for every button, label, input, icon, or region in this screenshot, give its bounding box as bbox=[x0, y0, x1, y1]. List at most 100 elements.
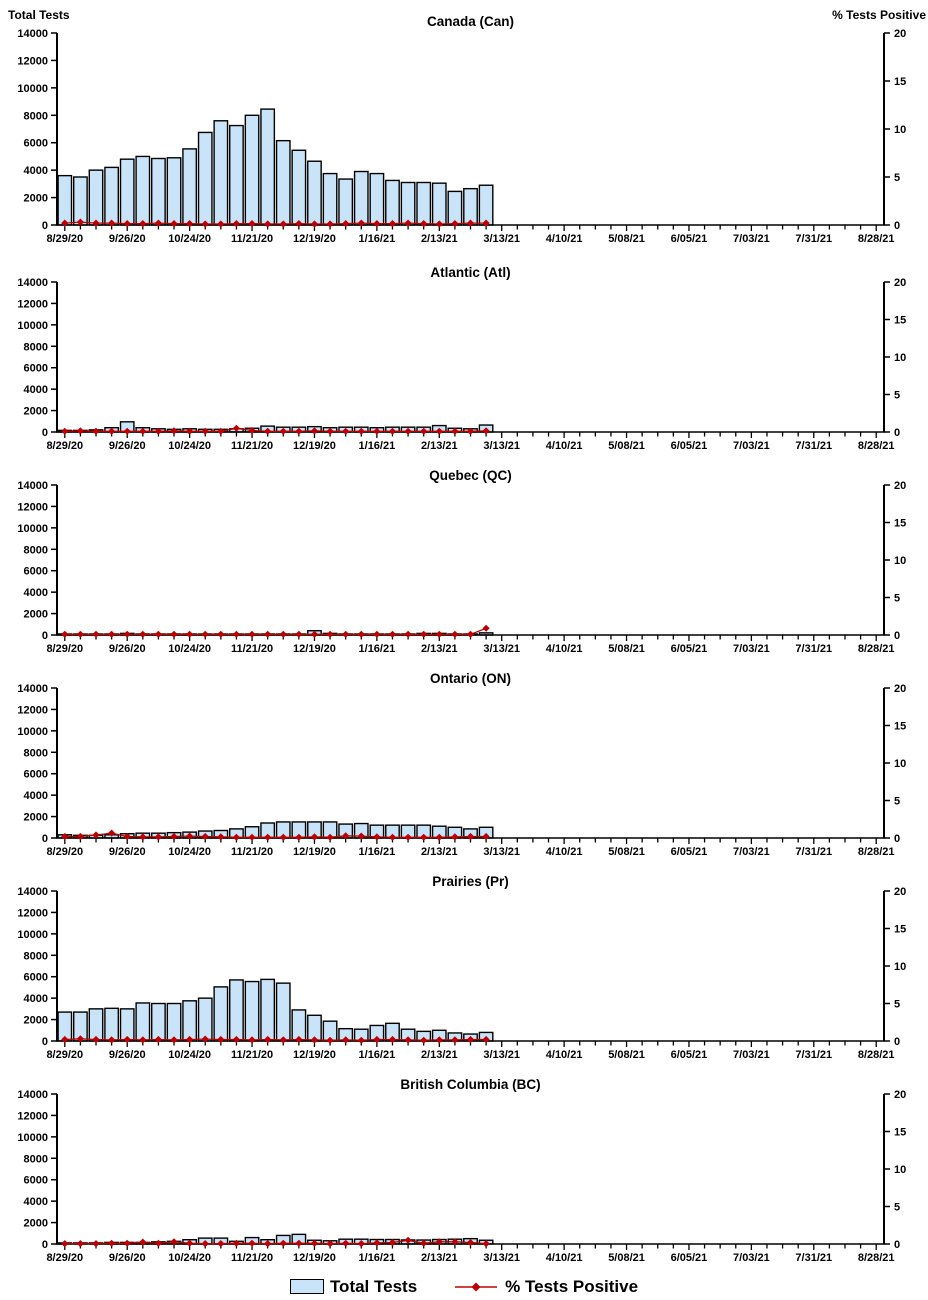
total-tests-bar bbox=[478, 184, 494, 226]
right-tick-label: 0 bbox=[894, 220, 900, 232]
left-tick-label: 2000 bbox=[24, 609, 48, 621]
legend-bar-swatch-icon bbox=[289, 1279, 324, 1294]
left-tick-label: 8000 bbox=[24, 747, 48, 759]
pct-positive-diamond bbox=[310, 630, 319, 638]
x-tick-label: 8/29/20 bbox=[46, 1049, 83, 1061]
total-tests-bar bbox=[307, 160, 322, 226]
pct-positive-diamond bbox=[295, 1239, 303, 1247]
pct-positive-diamond bbox=[76, 218, 84, 226]
total-tests-bar bbox=[260, 978, 276, 1042]
x-tick-label: 7/03/21 bbox=[733, 846, 770, 858]
pct-positive-diamond bbox=[248, 630, 256, 638]
legend-label-pct-positive: % Tests Positive bbox=[505, 1276, 639, 1296]
pct-positive-diamond bbox=[435, 1238, 443, 1246]
pct-positive-diamond bbox=[232, 630, 240, 638]
total-tests-bar bbox=[416, 181, 432, 226]
x-tick-label: 9/26/20 bbox=[109, 1049, 146, 1061]
left-tick-label: 12000 bbox=[17, 907, 48, 919]
x-tick-label: 8/28/21 bbox=[858, 440, 895, 452]
chart-svg-british-columbia: 0 2000 4000 6000 8000 10000 12000 14000 0 5 10 15 20… bbox=[17, 1089, 906, 1264]
x-tick-label: 3/13/21 bbox=[483, 1252, 520, 1264]
pct-positive-diamond bbox=[388, 833, 397, 841]
total-tests-bar bbox=[260, 108, 276, 226]
chart-svg-quebec: 0 2000 4000 6000 8000 10000 12000 14000 0 5 10 15 20… bbox=[17, 480, 906, 655]
left-tick-label: 6000 bbox=[24, 138, 48, 150]
left-tick-label: 6000 bbox=[24, 769, 48, 781]
total-tests-bar bbox=[229, 979, 244, 1042]
left-tick-label: 2000 bbox=[24, 1218, 48, 1230]
right-tick-label: 15 bbox=[894, 1127, 906, 1139]
left-tick-label: 14000 bbox=[17, 886, 48, 898]
left-tick-label: 14000 bbox=[17, 1089, 48, 1101]
pct-positive-diamond bbox=[264, 833, 272, 841]
pct-positive-line bbox=[64, 1038, 487, 1041]
pct-positive-diamond bbox=[76, 1035, 84, 1043]
pct-positive-diamond bbox=[123, 220, 131, 228]
total-tests-bar bbox=[135, 155, 151, 226]
pct-positive-diamond bbox=[342, 220, 350, 228]
left-tick-label: 2000 bbox=[24, 1015, 48, 1027]
x-tick-label: 10/24/20 bbox=[168, 643, 211, 655]
x-tick-label: 4/10/21 bbox=[546, 440, 583, 452]
left-tick-label: 14000 bbox=[17, 480, 48, 492]
right-axis-title: % Tests Positive bbox=[832, 8, 926, 22]
pct-positive-diamond bbox=[154, 219, 162, 227]
pct-positive-diamond bbox=[326, 1036, 334, 1044]
total-tests-bar bbox=[385, 179, 400, 226]
pct-positive-diamond bbox=[373, 1239, 381, 1247]
left-axis-title: Total Tests bbox=[8, 8, 70, 22]
pct-positive-diamond bbox=[420, 220, 428, 228]
pct-positive-diamond bbox=[248, 1239, 256, 1247]
pct-positive-diamond bbox=[482, 832, 490, 841]
pct-positive-diamond bbox=[326, 427, 334, 435]
pct-positive-diamond bbox=[295, 220, 303, 228]
legend-item-pct-positive: % Tests Positive bbox=[453, 1277, 638, 1297]
pct-positive-diamond bbox=[451, 630, 459, 638]
x-tick-label: 11/21/20 bbox=[231, 1252, 273, 1264]
chart-svg-ontario: 0 2000 4000 6000 8000 10000 12000 14000 0 5 10 15 20… bbox=[17, 683, 906, 858]
pct-positive-diamond bbox=[108, 427, 116, 435]
x-tick-label: 12/19/20 bbox=[293, 440, 336, 452]
x-tick-label: 9/26/20 bbox=[109, 643, 146, 655]
right-tick-label: 20 bbox=[894, 683, 906, 695]
pct-positive-line bbox=[64, 627, 487, 635]
total-tests-bar bbox=[338, 178, 354, 226]
left-tick-label: 0 bbox=[42, 833, 48, 845]
total-tests-bar bbox=[197, 131, 213, 226]
pct-positive-diamond bbox=[435, 833, 443, 841]
total-tests-bar bbox=[135, 1002, 151, 1042]
pct-positive-diamond bbox=[310, 1239, 319, 1247]
right-tick-label: 20 bbox=[894, 1089, 906, 1101]
pct-positive-line bbox=[64, 1239, 487, 1245]
x-tick-label: 7/31/21 bbox=[795, 643, 832, 655]
x-tick-label: 6/05/21 bbox=[671, 440, 708, 452]
x-tick-label: 10/24/20 bbox=[168, 440, 211, 452]
pct-positive-diamond bbox=[264, 1240, 272, 1248]
left-tick-label: 6000 bbox=[24, 566, 48, 578]
x-tick-label: 8/28/21 bbox=[858, 233, 895, 245]
pct-positive-diamond bbox=[451, 833, 459, 841]
x-tick-label: 8/29/20 bbox=[46, 440, 83, 452]
pct-positive-diamond bbox=[139, 630, 147, 638]
pct-positive-diamond bbox=[217, 220, 225, 228]
left-tick-label: 2000 bbox=[24, 193, 48, 205]
x-tick-label: 7/03/21 bbox=[733, 643, 770, 655]
pct-positive-diamond bbox=[451, 427, 459, 435]
pct-positive-diamond bbox=[248, 426, 256, 435]
pct-positive-diamond bbox=[435, 1036, 443, 1044]
total-tests-bar bbox=[151, 1002, 166, 1042]
right-tick-label: 15 bbox=[894, 518, 906, 530]
left-tick-label: 4000 bbox=[24, 587, 48, 599]
left-tick-label: 4000 bbox=[24, 790, 48, 802]
pct-positive-diamond bbox=[264, 630, 272, 638]
x-tick-label: 6/05/21 bbox=[671, 1049, 708, 1061]
pct-positive-diamond bbox=[466, 832, 475, 841]
pct-positive-diamond bbox=[279, 630, 287, 638]
x-tick-label: 4/10/21 bbox=[546, 233, 583, 245]
pct-positive-diamond bbox=[264, 220, 272, 228]
total-tests-bar bbox=[447, 190, 463, 226]
left-tick-label: 8000 bbox=[24, 1153, 48, 1165]
right-tick-label: 10 bbox=[894, 961, 906, 973]
right-tick-label: 15 bbox=[894, 924, 906, 936]
pct-positive-diamond bbox=[92, 1240, 100, 1248]
